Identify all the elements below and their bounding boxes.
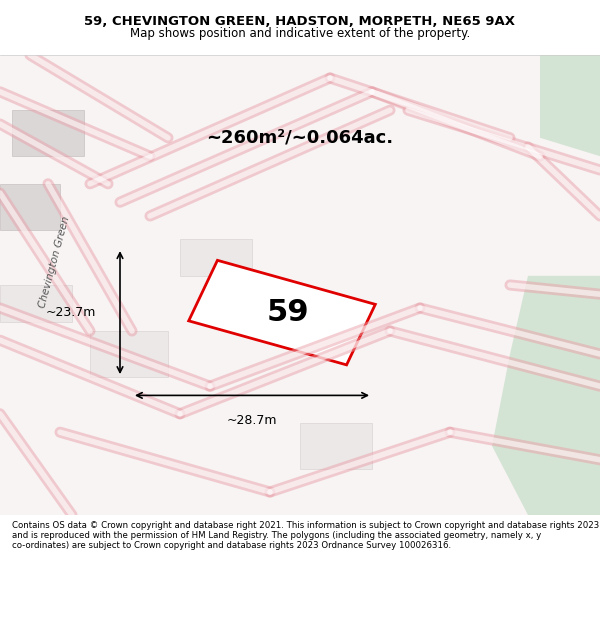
Text: ~23.7m: ~23.7m — [46, 306, 96, 319]
Polygon shape — [12, 110, 84, 156]
Polygon shape — [180, 239, 252, 276]
Polygon shape — [540, 55, 600, 156]
Polygon shape — [492, 276, 600, 515]
Polygon shape — [300, 423, 372, 469]
Polygon shape — [90, 331, 168, 377]
Text: ~260m²/~0.064ac.: ~260m²/~0.064ac. — [206, 129, 394, 147]
Text: Map shows position and indicative extent of the property.: Map shows position and indicative extent… — [130, 27, 470, 39]
Text: Contains OS data © Crown copyright and database right 2021. This information is : Contains OS data © Crown copyright and d… — [12, 521, 599, 550]
Text: 59: 59 — [266, 298, 310, 327]
Text: Chevington Green: Chevington Green — [37, 215, 71, 309]
Text: 59, CHEVINGTON GREEN, HADSTON, MORPETH, NE65 9AX: 59, CHEVINGTON GREEN, HADSTON, MORPETH, … — [85, 16, 515, 28]
Polygon shape — [0, 184, 60, 230]
Polygon shape — [0, 285, 72, 322]
Text: ~28.7m: ~28.7m — [227, 414, 277, 427]
Polygon shape — [189, 261, 375, 365]
